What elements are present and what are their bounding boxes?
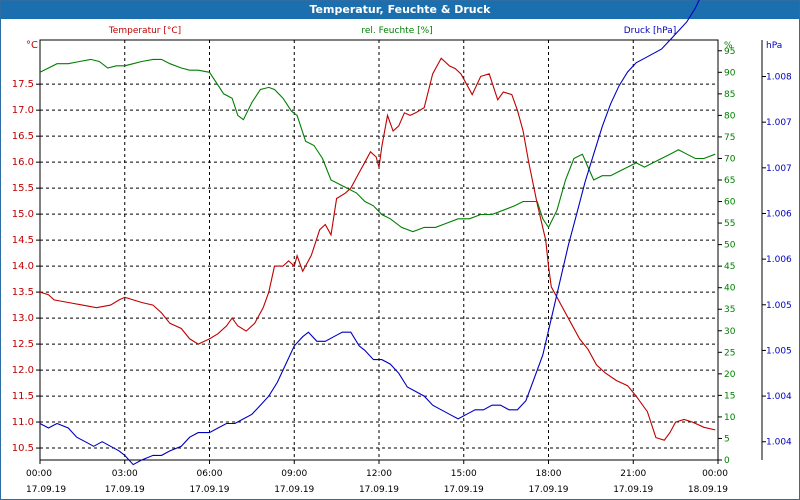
temperature-tick-label: 11.5: [12, 391, 34, 402]
temperature-series-label: Temperatur [°C]: [108, 26, 181, 36]
humidity-tick-label: 55: [724, 219, 735, 229]
humidity-tick-label: 75: [724, 133, 735, 143]
humidity-tick-label: 20: [724, 370, 736, 380]
pressure-unit-label: hPa: [766, 41, 782, 51]
humidity-tick-label: 80: [724, 111, 736, 121]
pressure-series-label: Druck [hPa]: [624, 26, 677, 36]
x-tick-label-time: 21:00: [620, 469, 646, 479]
humidity-tick-label: 30: [724, 327, 736, 337]
x-tick-label-time: 15:00: [451, 469, 477, 479]
humidity-tick-label: 65: [724, 176, 735, 186]
pressure-tick-label: 1.007: [766, 164, 792, 174]
humidity-tick-label: 35: [724, 305, 735, 315]
pressure-tick-label: 1.004: [766, 392, 792, 402]
temperature-unit-label: °C: [26, 40, 38, 51]
temperature-tick-label: 16.5: [12, 131, 34, 142]
x-tick-label-time: 00:00: [702, 469, 728, 479]
humidity-series-label: rel. Feuchte [%]: [361, 26, 432, 36]
temperature-tick-label: 10.5: [12, 443, 34, 454]
humidity-tick-label: 70: [724, 154, 736, 164]
temperature-tick-label: 14.5: [12, 235, 34, 246]
x-tick-label-time: 12:00: [366, 469, 392, 479]
temperature-tick-label: 13.5: [12, 287, 34, 298]
temperature-tick-label: 12.5: [12, 339, 34, 350]
humidity-tick-label: 95: [724, 47, 735, 57]
x-tick-label-date: 17.09.19: [26, 485, 66, 495]
pressure-tick-label: 1.007: [766, 118, 792, 128]
x-tick-label-time: 03:00: [112, 469, 138, 479]
temperature-tick-label: 16.0: [12, 157, 34, 168]
humidity-tick-label: 85: [724, 90, 735, 100]
humidity-tick-label: 15: [724, 391, 735, 401]
temperature-tick-label: 14.0: [12, 261, 34, 272]
pressure-tick-label: 1.005: [766, 346, 792, 356]
humidity-tick-label: 40: [724, 284, 736, 294]
humidity-tick-label: 45: [724, 262, 735, 272]
x-tick-label-date: 17.09.19: [444, 485, 484, 495]
pressure-tick-label: 1.005: [766, 301, 792, 311]
x-tick-label-time: 06:00: [197, 469, 223, 479]
x-tick-label-date: 17.09.19: [274, 485, 314, 495]
temperature-tick-label: 11.0: [12, 417, 34, 428]
pressure-tick-label: 1.006: [766, 255, 792, 265]
pressure-line: [39, 0, 700, 466]
humidity-tick-label: 0: [724, 456, 730, 466]
x-tick-label-date: 17.09.19: [528, 485, 568, 495]
pressure-tick-label: 1.008: [766, 73, 792, 83]
humidity-unit-label: %: [724, 41, 733, 51]
pressure-tick-label: 1.004: [766, 438, 792, 448]
temperature-tick-label: 17.0: [12, 105, 34, 116]
humidity-tick-label: 25: [724, 348, 735, 358]
chart-title: Temperatur, Feuchte & Druck: [1, 1, 799, 19]
temperature-line: [39, 57, 716, 441]
temperature-tick-label: 12.0: [12, 365, 34, 376]
temperature-tick-label: 15.0: [12, 209, 34, 220]
temperature-tick-label: 17.5: [12, 79, 34, 90]
x-tick-label-time: 09:00: [281, 469, 307, 479]
x-tick-label-time: 00:00: [26, 469, 52, 479]
temperature-tick-label: 13.0: [12, 313, 34, 324]
humidity-tick-label: 10: [724, 413, 736, 423]
x-tick-label-date: 17.09.19: [105, 485, 145, 495]
x-tick-label-date: 17.09.19: [613, 485, 653, 495]
x-tick-label-date: 17.09.19: [359, 485, 399, 495]
pressure-tick-label: 1.006: [766, 209, 792, 219]
humidity-tick-label: 5: [724, 434, 730, 444]
humidity-line: [39, 58, 716, 233]
x-tick-label-date: 18.09.19: [688, 485, 728, 495]
x-tick-label-time: 18:00: [536, 469, 562, 479]
humidity-tick-label: 60: [724, 198, 736, 208]
temperature-tick-label: 15.5: [12, 183, 34, 194]
x-tick-label-date: 17.09.19: [189, 485, 229, 495]
humidity-tick-label: 50: [724, 241, 736, 251]
humidity-tick-label: 90: [724, 68, 736, 78]
